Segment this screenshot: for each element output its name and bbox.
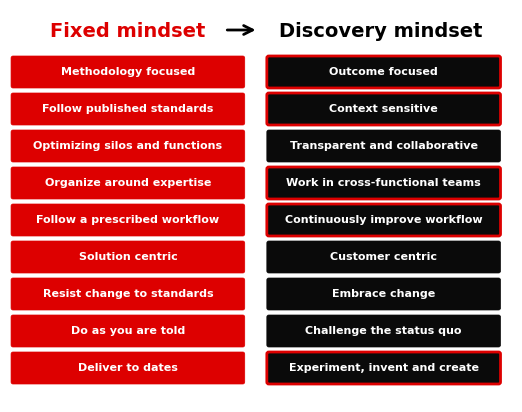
Text: Fixed mindset: Fixed mindset (50, 22, 206, 41)
Text: Follow a prescribed workflow: Follow a prescribed workflow (37, 215, 219, 225)
Text: Organize around expertise: Organize around expertise (45, 178, 211, 188)
Text: Solution centric: Solution centric (78, 252, 177, 262)
Text: Experiment, invent and create: Experiment, invent and create (289, 363, 479, 373)
FancyBboxPatch shape (267, 241, 501, 273)
FancyBboxPatch shape (11, 315, 245, 347)
Text: Deliver to dates: Deliver to dates (78, 363, 178, 373)
Text: Discovery mindset: Discovery mindset (279, 22, 483, 41)
FancyBboxPatch shape (267, 204, 501, 236)
FancyBboxPatch shape (11, 352, 245, 384)
FancyBboxPatch shape (11, 93, 245, 125)
Text: Challenge the status quo: Challenge the status quo (305, 326, 462, 336)
FancyBboxPatch shape (267, 278, 501, 310)
FancyBboxPatch shape (267, 315, 501, 347)
FancyBboxPatch shape (267, 130, 501, 162)
Text: Methodology focused: Methodology focused (61, 67, 195, 77)
Text: Outcome focused: Outcome focused (329, 67, 438, 77)
FancyBboxPatch shape (267, 93, 501, 125)
Text: Optimizing silos and functions: Optimizing silos and functions (33, 141, 222, 151)
FancyBboxPatch shape (11, 167, 245, 199)
FancyBboxPatch shape (11, 204, 245, 236)
Text: Work in cross-functional teams: Work in cross-functional teams (286, 178, 481, 188)
FancyBboxPatch shape (11, 130, 245, 162)
Text: Customer centric: Customer centric (330, 252, 437, 262)
Text: Resist change to standards: Resist change to standards (43, 289, 213, 299)
Text: Do as you are told: Do as you are told (71, 326, 185, 336)
Text: Follow published standards: Follow published standards (42, 104, 213, 114)
FancyBboxPatch shape (11, 241, 245, 273)
FancyBboxPatch shape (11, 56, 245, 88)
Text: Continuously improve workflow: Continuously improve workflow (285, 215, 482, 225)
FancyBboxPatch shape (267, 56, 501, 88)
Text: Transparent and collaborative: Transparent and collaborative (290, 141, 478, 151)
FancyBboxPatch shape (267, 352, 501, 384)
FancyBboxPatch shape (267, 167, 501, 199)
Text: Embrace change: Embrace change (332, 289, 435, 299)
FancyBboxPatch shape (11, 278, 245, 310)
Text: Context sensitive: Context sensitive (329, 104, 438, 114)
